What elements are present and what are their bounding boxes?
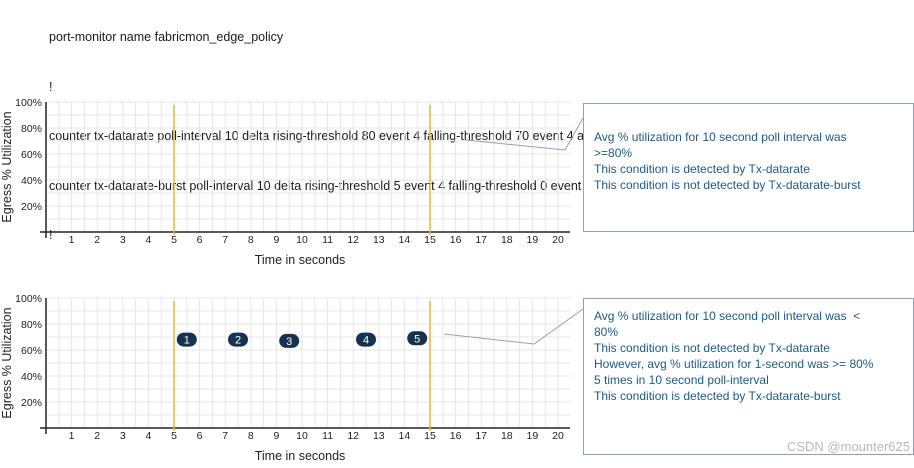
x-axis-label: Time in seconds [255,449,346,463]
sample-badge-shape [279,333,300,348]
x-tick-label: 19 [527,234,539,246]
x-tick-label: 3 [120,430,126,442]
x-tick-label: 14 [399,234,411,246]
callout-line: However, avg % utilization for 1-second … [594,357,874,371]
callout-box-bottom: Avg % utilization for 10 second poll int… [583,298,914,455]
x-tick-label: 18 [501,430,513,442]
x-tick-label: 8 [248,430,254,442]
x-tick-label: 10 [296,234,308,246]
x-tick-label: 16 [450,234,462,246]
x-tick-label: 18 [501,234,513,246]
y-tick-label: 20% [21,201,42,213]
x-tick-label: 1 [69,234,75,246]
callout-line: This condition is detected by Tx-datarat… [594,389,841,403]
y-axis-label: Egress % Utilization [0,111,14,222]
y-tick-label: 60% [21,345,42,357]
callout-line: 80% [594,325,619,339]
callout-pointer-top [465,117,584,151]
sample-badge-label: 2 [235,335,241,347]
x-tick-label: 17 [475,234,487,246]
watermark: CSDN @mounter625 [786,439,910,454]
x-tick-label: 7 [222,234,228,246]
sample-badge-label: 5 [414,333,420,345]
sample-badge-shape [407,331,428,346]
y-tick-label: 100% [15,293,42,305]
x-tick-label: 13 [373,234,385,246]
callout-line: 5 times in 10 second poll-interval [594,373,769,387]
x-tick-label: 2 [94,430,100,442]
callout-line: Avg % utilization for 10 second poll int… [594,309,861,323]
x-tick-label: 12 [347,430,359,442]
utilization-chart-top: 20%40%60%80%100%1 2 3 4 5 6 7 8 9 10 11 12 13 14 15 16 1… [0,97,570,267]
x-tick-label: 11 [322,234,333,246]
x-tick-label: 20 [552,234,564,246]
config-line: ! [49,79,53,94]
sample-badge: 1 [176,332,197,347]
x-tick-label: 15 [424,234,436,246]
sample-badge-label: 1 [184,335,190,347]
y-tick-label: 40% [21,175,42,187]
config-line: port-monitor name fabricmon_edge_policy [49,30,284,44]
callout-line: This condition is detected by Tx-datarat… [594,162,810,176]
y-tick-label: 20% [21,397,42,409]
sample-badge-shape [176,332,197,347]
x-tick-label: 1 [69,430,75,442]
x-tick-label: 6 [197,234,203,246]
x-tick-label: 13 [373,430,385,442]
x-tick-label: 9 [273,430,279,442]
y-tick-label: 40% [21,371,42,383]
callout-line: This condition is not detected by Tx-dat… [594,178,861,192]
x-tick-label: 6 [197,430,203,442]
x-tick-label: 19 [527,430,539,442]
sample-badge-label: 3 [286,336,292,348]
utilization-chart-bottom: 20%40%60%80%100%1 2 3 4 5 6 7 8 9 10 11 12 13 14 15 16 1… [0,293,570,463]
y-tick-label: 80% [21,319,42,331]
sample-badge: 5 [407,331,428,346]
config-line: ! [49,228,53,242]
x-tick-label: 7 [222,430,228,442]
sample-badge: 3 [279,333,300,348]
x-tick-label: 11 [322,430,333,442]
y-axis-label: Egress % Utilization [0,307,14,418]
x-tick-label: 3 [120,234,126,246]
x-tick-label: 20 [552,430,564,442]
callout-pointer-bottom [443,308,584,345]
sample-badge: 4 [356,332,376,347]
callout-box-top: Avg % utilization for 10 second poll int… [583,103,914,232]
x-axis-label: Time in seconds [255,253,346,267]
x-tick-label: 17 [475,430,487,442]
x-tick-label: 12 [347,234,359,246]
x-tick-label: 15 [424,430,436,442]
x-tick-label: 9 [273,234,279,246]
callout-line: Avg % utilization for 10 second poll int… [594,130,847,144]
y-tick-label: 60% [21,149,42,161]
y-tick-label: 100% [15,97,42,109]
x-tick-label: 14 [399,430,411,442]
sample-badge-shape [228,332,248,347]
sample-badge-label: 4 [363,335,369,347]
x-tick-label: 5 [171,234,177,246]
x-tick-label: 16 [450,430,462,442]
sample-badge: 2 [228,332,248,347]
x-tick-label: 4 [145,234,151,246]
x-tick-label: 10 [296,430,308,442]
x-tick-label: 2 [94,234,100,246]
callout-line: >=80% [594,146,633,160]
x-tick-label: 5 [171,430,177,442]
callout-line: This condition is not detected by Tx-dat… [594,341,830,355]
x-tick-label: 8 [248,234,254,246]
sample-badge-shape [356,332,376,347]
y-tick-label: 80% [21,123,42,135]
x-tick-label: 4 [145,430,151,442]
config-text: port-monitor name fabricmon_edge_policy … [49,0,787,260]
